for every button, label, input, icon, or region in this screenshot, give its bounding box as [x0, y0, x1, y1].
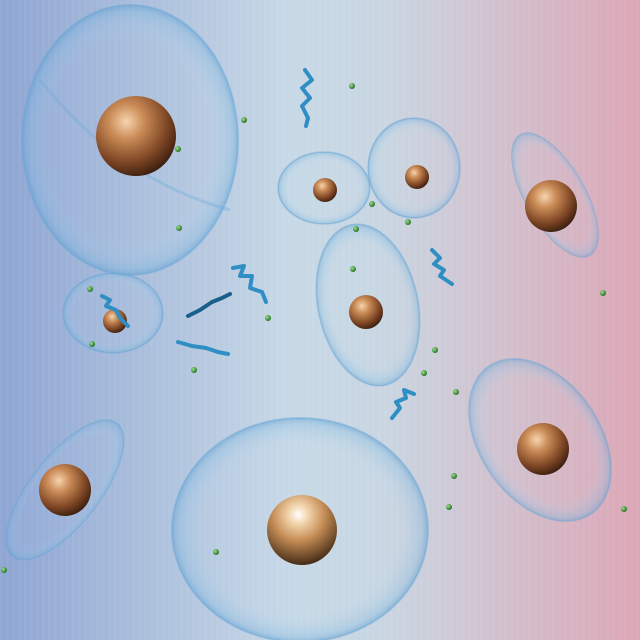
strand — [231, 264, 268, 304]
dots — [1, 83, 627, 573]
dot — [451, 473, 457, 479]
dot — [369, 201, 375, 207]
strand — [100, 294, 130, 328]
particle — [39, 464, 91, 516]
dot — [213, 549, 219, 555]
dot — [349, 83, 355, 89]
strand — [186, 292, 232, 318]
dot — [600, 290, 606, 296]
particle — [313, 178, 337, 202]
dot — [453, 389, 459, 395]
dot — [89, 341, 95, 347]
particle — [517, 423, 569, 475]
dot — [176, 225, 182, 231]
particle — [525, 180, 577, 232]
dot — [446, 504, 452, 510]
particle — [103, 309, 127, 333]
strand — [390, 388, 416, 420]
dot — [87, 286, 93, 292]
particle — [96, 96, 176, 176]
strand — [176, 340, 230, 356]
particle — [405, 165, 429, 189]
strand — [430, 248, 454, 286]
dot — [353, 226, 359, 232]
strand — [300, 68, 314, 128]
dot — [191, 367, 197, 373]
particle — [349, 295, 383, 329]
dot — [421, 370, 427, 376]
dot — [175, 146, 181, 152]
dot — [265, 315, 271, 321]
dot — [1, 567, 7, 573]
strands — [100, 68, 454, 420]
dot — [621, 506, 627, 512]
dot — [432, 347, 438, 353]
dot — [405, 219, 411, 225]
dot — [241, 117, 247, 123]
dot — [350, 266, 356, 272]
particle — [267, 495, 337, 565]
